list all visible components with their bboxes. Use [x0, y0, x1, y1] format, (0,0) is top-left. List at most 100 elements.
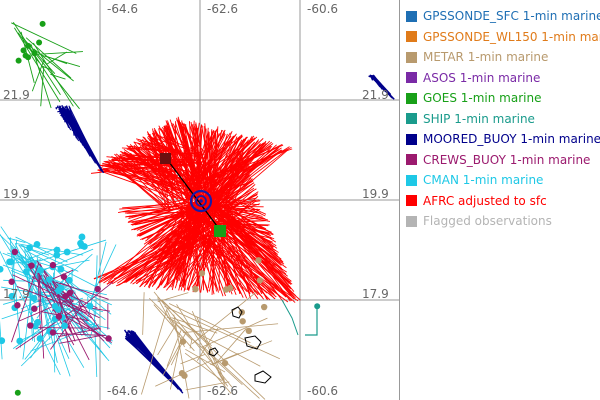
legend-item: SHIP 1-min marine [406, 109, 600, 130]
wind-barb [161, 214, 199, 263]
wind-barb [185, 348, 226, 373]
legend-label: GPSSONDE_WL150 1-min mar [423, 29, 600, 44]
storm-center-ring-icon [189, 189, 213, 213]
legend-label: Flagged observations [423, 214, 552, 229]
wind-barb [64, 311, 112, 343]
wind-barb [183, 125, 189, 189]
wind-barb [40, 66, 45, 107]
lat-tick-left: 17.9 [3, 287, 30, 301]
cman-station-dot [53, 251, 61, 259]
legend-label: MOORED_BUOY 1-min marine [423, 132, 600, 147]
wind-barb [55, 105, 59, 110]
wind-barb [77, 305, 111, 312]
wind-barb [188, 227, 217, 289]
legend-label: CREWS_BUOY 1-min marine [423, 152, 591, 167]
wind-barb [220, 238, 287, 298]
cman-station-dot [26, 244, 33, 252]
wind-barb [213, 160, 246, 209]
wind-barb [93, 309, 98, 378]
metar-station-dot [239, 318, 246, 325]
wind-barb [133, 141, 180, 208]
wind-barb [139, 206, 198, 237]
wind-barb [186, 130, 215, 191]
lon-tick-top: -62.6 [207, 2, 239, 16]
cman-station-dot [61, 322, 68, 330]
wind-barb [176, 304, 229, 387]
lon-tick-bottom: -60.6 [307, 384, 339, 398]
metar-station-dot [245, 327, 253, 335]
wind-barb [184, 134, 243, 182]
crews-buoy-station-dot [49, 329, 57, 336]
wind-barb [16, 285, 88, 314]
legend-swatch [406, 72, 417, 84]
afrc-barbs [118, 195, 216, 292]
cman-station-dot [22, 268, 30, 276]
wind-barb [118, 196, 198, 213]
wind-barb [1, 299, 58, 320]
metar-station-dot [198, 270, 206, 277]
wind-barb [372, 76, 395, 100]
wind-barb [15, 307, 78, 350]
cman-station-dot [36, 335, 44, 342]
legend-swatch [406, 92, 417, 104]
wind-barb [107, 163, 200, 192]
cman-station-dot [65, 276, 73, 284]
wind-barb [126, 338, 178, 389]
moored-buoy-barbs [55, 105, 105, 174]
wind-barb [196, 128, 218, 182]
legend-swatch [406, 113, 417, 125]
wind-barb [196, 145, 265, 187]
wind-barb [86, 241, 107, 324]
metar-station-dot [179, 338, 187, 345]
wind-barb [173, 314, 190, 399]
wind-barb [216, 160, 245, 196]
storm-track-start-marker [160, 153, 171, 164]
legend-item: GOES 1-min marine [406, 88, 600, 109]
crews-buoy-station-dot [62, 293, 69, 300]
legend-item: MOORED_BUOY 1-min marine [406, 129, 600, 150]
wind-barb [216, 328, 247, 363]
goes-station-dot [20, 47, 27, 54]
wind-barb [30, 324, 99, 352]
legend-swatch [406, 31, 417, 43]
wind-barb [211, 340, 273, 366]
storm-center-dot-icon [199, 199, 203, 203]
wind-barb [11, 262, 40, 343]
wind-barb [54, 253, 93, 288]
wind-barb [144, 137, 179, 197]
wind-barb [186, 144, 284, 187]
wind-barb [34, 52, 80, 110]
wind-barb [208, 195, 291, 288]
wind-barb [11, 22, 77, 54]
wind-barb [12, 300, 81, 349]
wind-barb [191, 138, 254, 183]
wind-barb [38, 275, 42, 284]
wind-barb [128, 201, 192, 219]
wind-barb [139, 146, 191, 197]
wind-barb [12, 274, 71, 303]
crews-buoy-station-dot [11, 248, 19, 256]
cman-station-dot [0, 337, 6, 345]
wind-barb [165, 213, 213, 268]
cman-station-dot [30, 294, 38, 302]
legend-swatch [406, 154, 417, 166]
metar-station-dot [260, 303, 268, 311]
wind-barb [185, 133, 237, 201]
legend-label: ASOS 1-min marine [423, 70, 541, 85]
wind-barb [158, 128, 176, 208]
wind-barb [52, 292, 88, 321]
wind-barb [142, 292, 145, 335]
wind-barb [50, 332, 106, 336]
crews-buoy-station-dot [31, 305, 38, 312]
wind-barb [162, 330, 188, 376]
wind-barb [156, 211, 192, 261]
wind-barb [18, 299, 68, 322]
legend-label: GOES 1-min marine [423, 91, 542, 106]
goes-station-dot [39, 20, 46, 27]
wind-barb [25, 37, 72, 79]
goes-station-dot [36, 39, 43, 46]
wind-barb [59, 282, 109, 300]
cman-station-dot [34, 318, 42, 326]
legend-item: AFRC adjusted to sfc [406, 191, 600, 212]
